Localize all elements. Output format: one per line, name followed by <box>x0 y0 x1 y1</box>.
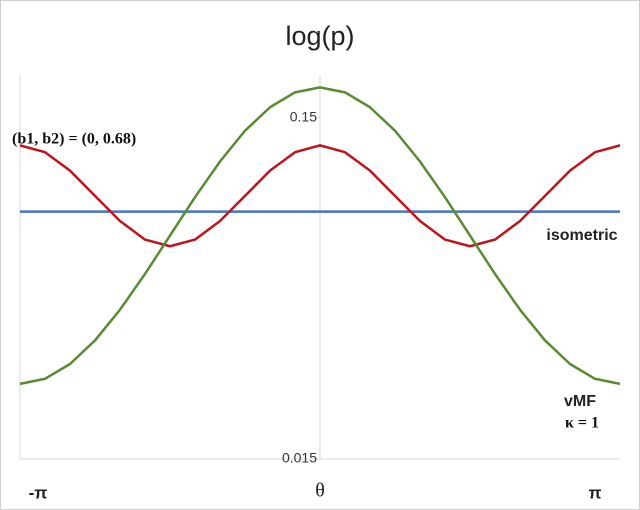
series-label: vMF <box>564 393 596 410</box>
chart-title: log(p) <box>285 21 354 51</box>
series-label: (b1, b2) = (0, 0.68) <box>12 131 136 148</box>
x-tick-label: π <box>588 483 601 502</box>
series-line <box>19 144 621 248</box>
x-axis-label: θ <box>315 480 325 502</box>
x-tick-label: -π <box>29 483 48 502</box>
series-line <box>19 86 621 386</box>
y-tick-label: 0.015 <box>282 450 317 466</box>
y-tick-label: 0.15 <box>290 108 317 124</box>
series-label: isometric <box>546 227 617 244</box>
annotation: κ = 1 <box>565 415 599 432</box>
